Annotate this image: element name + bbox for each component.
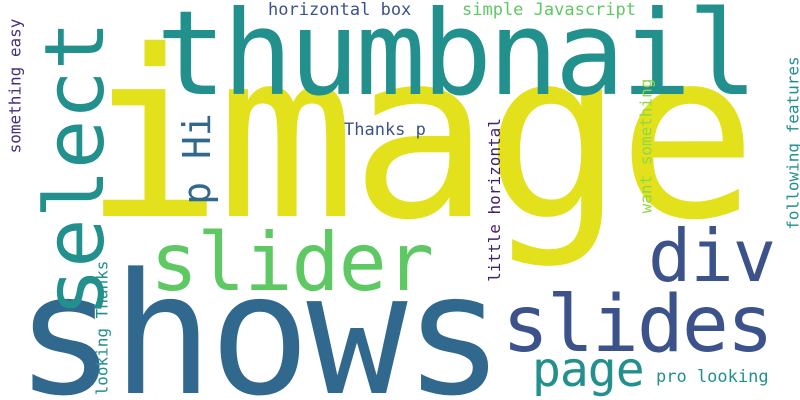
word-slider: slider (150, 216, 434, 309)
word-simple-javascript: simple Javascript (462, 0, 636, 20)
word-thanks-p: Thanks p (344, 120, 426, 140)
word-pro-looking: pro looking (656, 367, 769, 387)
word-p-hi: p Hi (174, 113, 219, 205)
word-thumbnail: thumbnail (156, 0, 758, 122)
word-looking-thanks: looking Thanks (92, 260, 112, 396)
word-shows: shows (15, 237, 505, 400)
word-page: page (532, 342, 645, 398)
word-div: div (648, 214, 776, 298)
word-slides: slides (502, 280, 774, 370)
word-following-features: following features (783, 56, 800, 230)
word-image: image (83, 1, 757, 271)
word-little-horizontal: little horizontal (484, 118, 504, 282)
word-want-something: want something (636, 78, 656, 214)
word-horizontal-box: horizontal box (268, 0, 412, 20)
word-something-easy: something easy (5, 18, 25, 154)
